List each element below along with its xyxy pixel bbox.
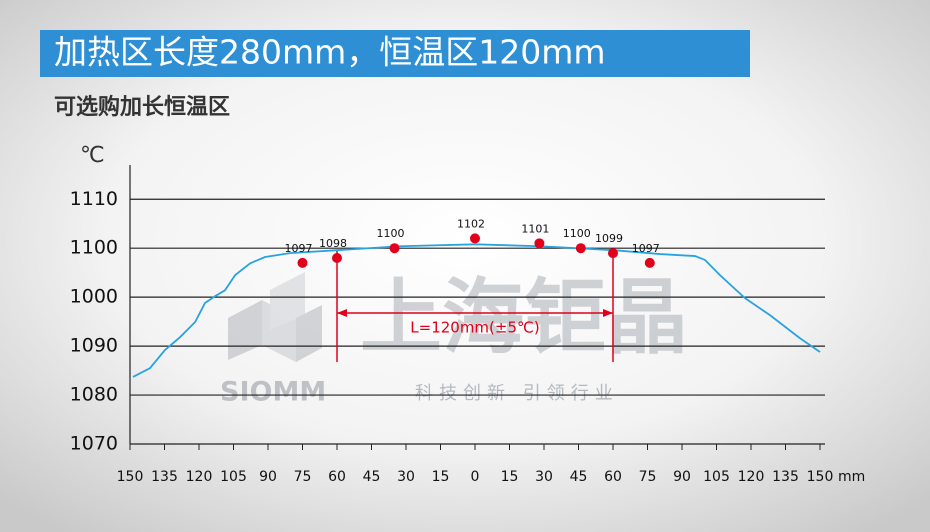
x-tick-label: 30 [397,469,415,485]
x-tick-label: 0 [471,469,480,485]
y-tick-label: 1110 [70,188,118,210]
x-tick-label: 45 [363,469,381,485]
x-tick-label: 120 [186,469,213,485]
data-label: 1098 [319,237,347,250]
arrow-head [603,309,613,317]
x-tick-label: 30 [535,469,553,485]
x-tick-label: 105 [220,469,247,485]
x-tick-label: 60 [604,469,622,485]
watermark-brand: 上海钜晶 [360,270,688,365]
data-label: 1099 [595,232,623,245]
x-tick-label: 75 [294,469,312,485]
y-unit: ℃ [80,143,105,168]
x-tick-label: 45 [570,469,588,485]
data-point [389,243,400,254]
title-banner [40,30,750,77]
x-tick-label: 15 [501,469,519,485]
data-point [575,243,586,254]
data-label: 1097 [285,242,313,255]
annotation: L=120mm(±5℃) [410,319,539,337]
x-tick-label: 75 [639,469,657,485]
data-point [644,257,655,268]
watermark-slogan: 科技创新 引领行业 [415,383,619,404]
y-tick-label: 1100 [70,237,118,259]
y-tick-label: 1080 [70,384,118,406]
series-line [132,243,821,378]
data-point [608,248,618,259]
x-tick-label: 60 [328,469,346,485]
watermark-logo-text: SIOMM [220,377,326,408]
data-point [297,257,308,268]
data-point [470,233,480,244]
x-tick-label: 90 [673,469,691,485]
x-tick-label: 120 [738,469,765,485]
data-label: 1102 [457,217,485,230]
data-label: 1100 [377,227,405,240]
x-tick-label: 15 [432,469,450,485]
chart-title: 加热区长度280mm，恒温区120mm [54,33,606,72]
x-unit: mm [838,469,865,485]
x-tick-label: 135 [151,469,178,485]
data-label: 1100 [563,227,591,240]
x-tick-label: 105 [703,469,730,485]
data-label: 1101 [521,222,549,235]
x-tick-label: 135 [772,469,799,485]
y-tick-label: 1070 [70,433,118,455]
y-tick-label: 1000 [70,286,118,308]
data-point [332,253,342,263]
subtitle: 可选购加长恒温区 [54,94,230,120]
x-tick-label: 90 [259,469,277,485]
x-tick-label: 150 [117,469,144,485]
data-label: 1097 [632,242,660,255]
x-tick-label: 150 [807,469,834,485]
data-point [534,238,545,249]
y-tick-label: 1090 [70,335,118,357]
arrow-head [337,309,347,317]
